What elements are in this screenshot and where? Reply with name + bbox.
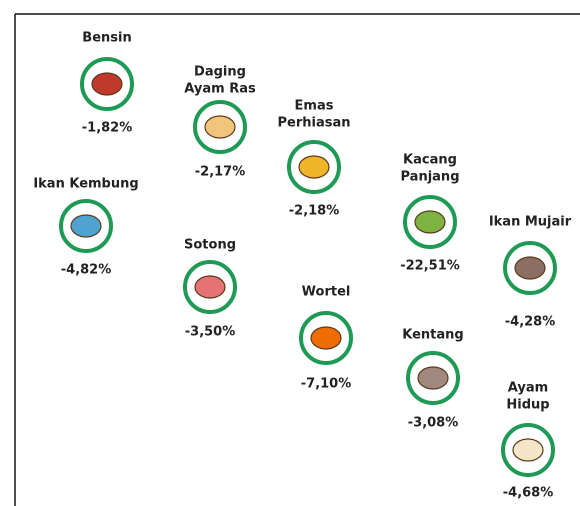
icon xyxy=(194,275,226,299)
item-name: Wortel xyxy=(302,285,351,300)
item-value: -4,28% xyxy=(505,315,556,330)
item-name: Ikan Kembung xyxy=(33,177,138,192)
item-value: -7,10% xyxy=(301,377,352,392)
icon xyxy=(417,366,449,390)
item-name: Emas xyxy=(295,99,334,114)
icon xyxy=(70,214,102,238)
icon xyxy=(414,210,446,234)
icon xyxy=(298,155,330,179)
item-name: Kentang xyxy=(402,328,463,343)
item-name: Kacang xyxy=(403,153,457,168)
item-value: -2,17% xyxy=(195,165,246,180)
item-name: Perhiasan xyxy=(277,116,350,131)
item-value: -2,18% xyxy=(289,204,340,219)
icon xyxy=(512,438,544,462)
item-name: Ayam xyxy=(508,381,548,396)
item-name: Sotong xyxy=(184,238,236,253)
item-value: -4,68% xyxy=(503,486,554,501)
item-name: Bensin xyxy=(82,31,131,46)
icon xyxy=(514,256,546,280)
item-name: Ikan Mujair xyxy=(489,215,572,230)
item-value: -1,82% xyxy=(82,121,133,136)
icon xyxy=(91,72,123,96)
item-value: -22,51% xyxy=(400,259,460,274)
icon xyxy=(310,326,342,350)
item-value: -3,08% xyxy=(408,416,459,431)
item-name: Ayam Ras xyxy=(184,82,256,97)
item-name: Hidup xyxy=(506,398,549,413)
icon xyxy=(204,115,236,139)
item-value: -4,82% xyxy=(61,263,112,278)
item-value: -3,50% xyxy=(185,325,236,340)
item-name: Panjang xyxy=(401,170,460,185)
item-name: Daging xyxy=(194,65,246,80)
